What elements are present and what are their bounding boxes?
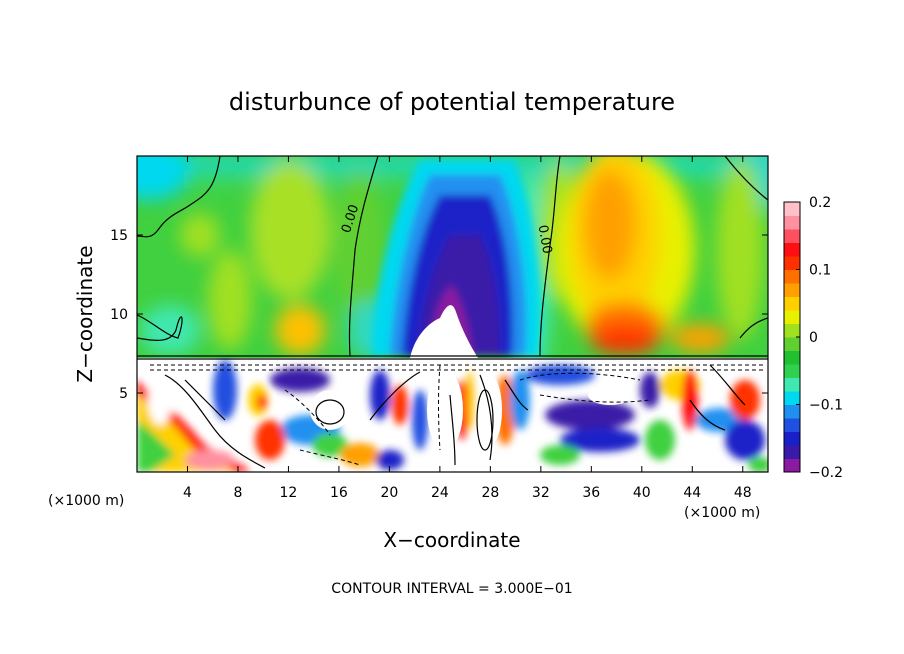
colorbar-swatch <box>784 296 800 311</box>
colorbar-tick-label: 0.1 <box>809 263 831 279</box>
colorbar-swatch <box>784 337 800 351</box>
colorbar: 0.2 0.1 0 −0.1 −0.2 <box>783 195 843 481</box>
colorbar-swatch <box>784 377 800 392</box>
plume-core-white <box>410 305 478 358</box>
x-unit-left: (×1000 m) <box>48 493 124 509</box>
y-tick-label: 15 <box>110 228 128 244</box>
colorbar-swatch <box>784 256 800 270</box>
x-tick-label: 24 <box>431 485 449 501</box>
x-axis-label: X−coordinate <box>383 528 520 552</box>
x-tick-label: 20 <box>380 485 398 501</box>
x-unit-right: (×1000 m) <box>684 505 760 521</box>
colorbar-swatch <box>784 269 800 284</box>
colorbar-swatch <box>784 215 800 230</box>
contour-label-right: 0.00 <box>535 224 555 255</box>
x-tick-label: 8 <box>233 485 242 501</box>
x-tick-label: 12 <box>280 485 298 501</box>
contour-interval-note: CONTOUR INTERVAL = 3.000E−01 <box>331 581 572 597</box>
x-tick-label: 28 <box>481 485 499 501</box>
colorbar-swatch <box>784 391 800 405</box>
y-tick-label: 5 <box>119 386 128 402</box>
y-axis: 5 10 15 <box>110 228 768 402</box>
x-axis: 4 8 12 16 20 24 28 32 36 40 44 48 <box>183 156 752 501</box>
colorbar-swatch <box>784 418 800 432</box>
colorbar-swatch <box>784 310 800 324</box>
x-tick-label: 48 <box>734 485 752 501</box>
x-tick-label: 44 <box>683 485 701 501</box>
colorbar-swatch <box>784 458 800 473</box>
chart-title: disturbunce of potential temperature <box>229 88 675 116</box>
contour-lines-negative <box>150 364 765 466</box>
x-tick-label: 16 <box>330 485 348 501</box>
x-tick-label: 36 <box>582 485 600 501</box>
colorbar-swatch <box>784 445 800 459</box>
x-tick-label: 32 <box>532 485 550 501</box>
x-tick-label: 4 <box>183 485 192 501</box>
colorbar-tick-label: 0.2 <box>809 195 831 211</box>
colorbar-swatch <box>784 323 800 338</box>
colorbar-swatch <box>784 283 800 297</box>
y-tick-label: 10 <box>110 307 128 323</box>
colorbar-swatch <box>784 202 800 216</box>
colorbar-swatch <box>784 431 800 446</box>
heatmap-field <box>137 156 768 472</box>
colorbar-tick-label: 0 <box>809 330 818 346</box>
colorbar-swatch <box>784 350 800 365</box>
x-tick-label: 40 <box>633 485 651 501</box>
colorbar-swatch <box>784 364 800 378</box>
contour-lines <box>137 156 768 469</box>
y-axis-label: Z−coordinate <box>73 245 97 382</box>
colorbar-tick-label: −0.2 <box>809 465 843 481</box>
colorbar-swatch <box>784 229 800 243</box>
boundary-layer-colors <box>137 360 768 472</box>
colorbar-swatch <box>784 404 800 419</box>
colorbar-tick-label: −0.1 <box>809 398 843 414</box>
colorbar-swatch <box>784 242 800 257</box>
